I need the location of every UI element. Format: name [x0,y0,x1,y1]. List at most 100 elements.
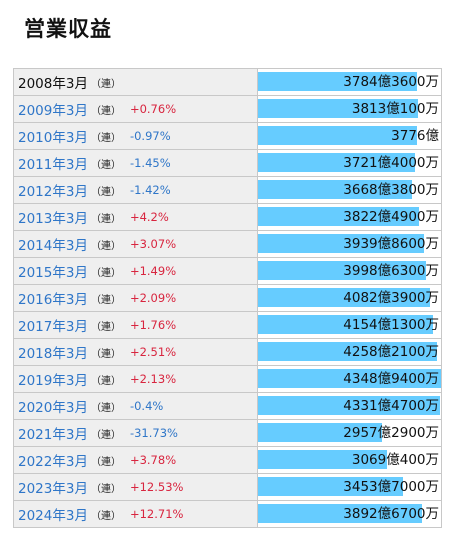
value-bar [258,99,419,118]
change-percent: +3.07% [129,237,177,251]
table-row: 2023年3月 （連） +12.53% 3453億7000万 [14,474,441,501]
year-link[interactable]: 2011年3月 [18,157,88,173]
change-percent: -0.4% [129,399,164,413]
value-text: 2957億2900万 [343,425,439,441]
value-bar [258,180,413,199]
consolidated-label: （連） [90,132,121,144]
value-text: 3822億4900万 [343,209,439,225]
change-percent: +12.71% [129,507,184,521]
value-cell: 4082億3900万 [258,285,441,311]
year-link[interactable]: 2010年3月 [18,130,88,146]
table-row: 2018年3月 （連） +2.51% 4258億2100万 [14,339,441,366]
year-link[interactable]: 2016年3月 [18,292,88,308]
value-text: 4348億9400万 [343,371,439,387]
value-cell: 4348億9400万 [258,366,441,392]
value-cell: 3453億7000万 [258,474,441,500]
change-percent: +2.09% [129,291,177,305]
value-cell: 3998億6300万 [258,258,441,284]
change-percent: +0.76% [129,102,177,116]
year-cell: 2021年3月 （連） -31.73% [14,420,258,446]
value-cell: 3776億 [258,123,441,149]
value-cell: 3668億3800万 [258,177,441,203]
value-cell: 2957億2900万 [258,420,441,446]
consolidated-label: （連） [90,402,121,414]
year-link[interactable]: 2015年3月 [18,265,88,281]
page-title: 営業収益 [24,17,112,41]
table-row: 2021年3月 （連） -31.73% 2957億2900万 [14,420,441,447]
consolidated-label: （連） [90,429,121,441]
value-text: 4154億1300万 [343,317,439,333]
year-link[interactable]: 2022年3月 [18,454,88,470]
value-text: 3939億8600万 [343,236,439,252]
value-bar [258,369,441,388]
value-bar [258,504,422,523]
change-percent: +4.2% [129,210,169,224]
consolidated-label: （連） [90,159,121,171]
consolidated-label: （連） [90,240,121,252]
year-cell: 2019年3月 （連） +2.13% [14,366,258,392]
year-link[interactable]: 2024年3月 [18,508,88,524]
year-link[interactable]: 2019年3月 [18,373,88,389]
value-cell: 3721億4000万 [258,150,441,176]
consolidated-label: （連） [90,78,121,90]
table-row: 2011年3月 （連） -1.45% 3721億4000万 [14,150,441,177]
value-cell: 3784億3600万 [258,69,441,95]
value-text: 3784億3600万 [343,74,439,90]
change-percent: +12.53% [129,480,184,494]
table-row: 2008年3月 （連） 3784億3600万 [14,69,441,96]
year-link[interactable]: 2009年3月 [18,103,88,119]
consolidated-label: （連） [90,375,121,387]
year-cell: 2018年3月 （連） +2.51% [14,339,258,365]
table-row: 2010年3月 （連） -0.97% 3776億 [14,123,441,150]
year-label: 2008年3月 [18,76,88,92]
year-cell: 2023年3月 （連） +12.53% [14,474,258,500]
consolidated-label: （連） [90,213,121,225]
year-cell: 2014年3月 （連） +3.07% [14,231,258,257]
value-text: 3069億400万 [351,452,439,468]
table-row: 2012年3月 （連） -1.42% 3668億3800万 [14,177,441,204]
year-cell: 2012年3月 （連） -1.42% [14,177,258,203]
value-cell: 3822億4900万 [258,204,441,230]
change-percent: -1.45% [129,156,171,170]
year-link[interactable]: 2012年3月 [18,184,88,200]
consolidated-label: （連） [90,267,121,279]
consolidated-label: （連） [90,510,121,522]
change-percent: +1.49% [129,264,177,278]
value-bar [258,153,415,172]
value-bar [258,423,383,442]
value-text: 3998億6300万 [343,263,439,279]
change-percent: -1.42% [129,183,171,197]
value-text: 3813億100万 [351,101,439,117]
year-link[interactable]: 2023年3月 [18,481,88,497]
change-percent: +3.78% [129,453,177,467]
value-text: 4082億3900万 [343,290,439,306]
table-row: 2019年3月 （連） +2.13% 4348億9400万 [14,366,441,393]
year-link[interactable]: 2017年3月 [18,319,88,335]
year-link[interactable]: 2021年3月 [18,427,88,443]
value-bar [258,126,417,145]
year-link[interactable]: 2018年3月 [18,346,88,362]
table-row: 2015年3月 （連） +1.49% 3998億6300万 [14,258,441,285]
year-link[interactable]: 2013年3月 [18,211,88,227]
consolidated-label: （連） [90,186,121,198]
value-cell: 3069億400万 [258,447,441,473]
value-text: 3668億3800万 [343,182,439,198]
table-row: 2009年3月 （連） +0.76% 3813億100万 [14,96,441,123]
table-row: 2013年3月 （連） +4.2% 3822億4900万 [14,204,441,231]
value-text: 3776億 [391,128,439,144]
value-bar [258,261,427,280]
value-cell: 3813億100万 [258,96,441,122]
value-text: 4258億2100万 [343,344,439,360]
value-text: 3721億4000万 [343,155,439,171]
year-cell: 2013年3月 （連） +4.2% [14,204,258,230]
year-link[interactable]: 2020年3月 [18,400,88,416]
value-cell: 4331億4700万 [258,393,441,419]
change-percent: -31.73% [129,426,178,440]
year-link[interactable]: 2014年3月 [18,238,88,254]
value-cell: 3939億8600万 [258,231,441,257]
year-cell: 2020年3月 （連） -0.4% [14,393,258,419]
table-row: 2024年3月 （連） +12.71% 3892億6700万 [14,501,441,528]
revenue-table: 2008年3月 （連） 3784億3600万 2009年3月 （連） +0.76% 3813… [13,68,442,528]
value-cell: 4258億2100万 [258,339,441,365]
consolidated-label: （連） [90,348,121,360]
